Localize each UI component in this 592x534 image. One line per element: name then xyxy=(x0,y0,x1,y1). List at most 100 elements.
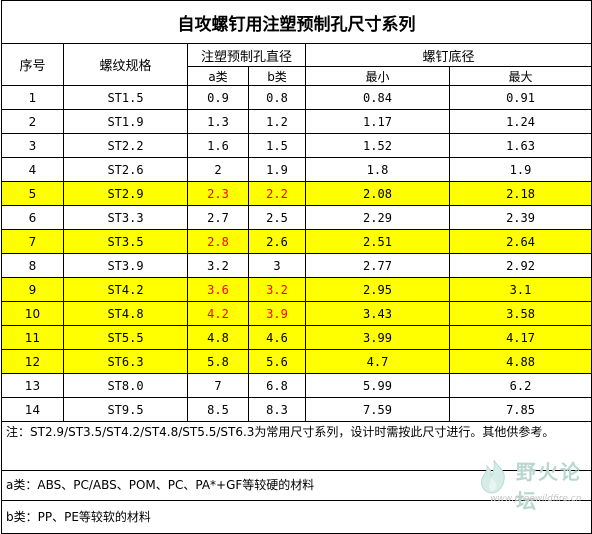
table-row: 11 ST5.5 4.8 4.6 3.99 4.17 xyxy=(1,325,592,350)
header-prehole-diameter: 注塑预制孔直径 xyxy=(187,43,306,67)
cell-root-min: 5.99 xyxy=(305,373,450,398)
forum-watermark: 野火论坛 www.proewildfire.cn xyxy=(472,454,590,513)
cell-index: 7 xyxy=(1,229,64,254)
cell-root-max: 7.85 xyxy=(448,397,592,422)
cell-thread-spec: ST4.8 xyxy=(63,301,188,326)
cell-root-max: 1.9 xyxy=(448,157,592,182)
cell-root-min: 1.52 xyxy=(305,133,450,158)
cell-type-a-diameter: 3.6 xyxy=(187,277,249,302)
cell-index: 6 xyxy=(1,205,64,230)
cell-type-b-diameter: 0.8 xyxy=(248,85,306,110)
header-type-b: b类 xyxy=(248,66,306,86)
cell-root-max: 2.18 xyxy=(448,181,592,206)
cell-root-max: 0.91 xyxy=(448,85,592,110)
cell-type-b-diameter: 6.8 xyxy=(248,373,306,398)
header-index: 序号 xyxy=(1,43,64,86)
cell-type-a-diameter: 2.7 xyxy=(187,205,249,230)
cell-root-max: 2.64 xyxy=(448,229,592,254)
cell-type-a-diameter: 2 xyxy=(187,157,249,182)
cell-root-min: 2.51 xyxy=(305,229,450,254)
header-min: 最小 xyxy=(305,66,450,86)
cell-type-a-diameter: 5.8 xyxy=(187,349,249,374)
cell-type-b-diameter: 2.2 xyxy=(248,181,306,206)
cell-index: 14 xyxy=(1,397,64,422)
watermark-url: www.proewildfire.cn xyxy=(490,494,582,504)
table-row: 13 ST8.0 7 6.8 5.99 6.2 xyxy=(1,373,592,398)
cell-type-b-diameter: 1.9 xyxy=(248,157,306,182)
cell-type-b-diameter: 3 xyxy=(248,253,306,278)
table-row: 10 ST4.8 4.2 3.9 3.43 3.58 xyxy=(1,301,592,326)
cell-root-min: 2.77 xyxy=(305,253,450,278)
cell-type-a-diameter: 1.3 xyxy=(187,109,249,134)
cell-root-min: 1.17 xyxy=(305,109,450,134)
cell-thread-spec: ST9.5 xyxy=(63,397,188,422)
cell-root-min: 3.99 xyxy=(305,325,450,350)
cell-root-min: 4.7 xyxy=(305,349,450,374)
cell-index: 5 xyxy=(1,181,64,206)
cell-root-max: 6.2 xyxy=(448,373,592,398)
cell-root-min: 7.59 xyxy=(305,397,450,422)
cell-type-a-diameter: 7 xyxy=(187,373,249,398)
cell-root-min: 2.95 xyxy=(305,277,450,302)
cell-index: 4 xyxy=(1,157,64,182)
cell-thread-spec: ST3.3 xyxy=(63,205,188,230)
cell-type-b-diameter: 1.2 xyxy=(248,109,306,134)
table-row: 4 ST2.6 2 1.9 1.8 1.9 xyxy=(1,157,592,182)
table-row: 2 ST1.9 1.3 1.2 1.17 1.24 xyxy=(1,109,592,134)
header-type-a: a类 xyxy=(187,66,249,86)
cell-thread-spec: ST3.9 xyxy=(63,253,188,278)
cell-thread-spec: ST4.2 xyxy=(63,277,188,302)
cell-type-a-diameter: 4.2 xyxy=(187,301,249,326)
watermark-title: 野火论坛 xyxy=(516,460,582,513)
table-title: 自攻螺钉用注塑预制孔尺寸系列 xyxy=(0,0,592,44)
cell-root-max: 4.17 xyxy=(448,325,592,350)
cell-type-a-diameter: 4.8 xyxy=(187,325,249,350)
cell-index: 8 xyxy=(1,253,64,278)
cell-type-b-diameter: 1.5 xyxy=(248,133,306,158)
cell-type-b-diameter: 3.9 xyxy=(248,301,306,326)
note-common-sizes: 注：ST2.9/ST3.5/ST4.2/ST4.8/ST5.5/ST6.3为常用… xyxy=(0,421,592,471)
table-row: 12 ST6.3 5.8 5.6 4.7 4.88 xyxy=(1,349,592,374)
cell-root-max: 3.58 xyxy=(448,301,592,326)
cell-type-a-diameter: 8.5 xyxy=(187,397,249,422)
cell-index: 3 xyxy=(1,133,64,158)
header-screw-root-diameter: 螺钉底径 xyxy=(304,43,592,67)
cell-type-a-diameter: 2.3 xyxy=(187,181,249,206)
flame-logo-icon xyxy=(481,459,505,494)
cell-root-max: 3.1 xyxy=(448,277,592,302)
cell-root-max: 2.92 xyxy=(448,253,592,278)
cell-thread-spec: ST2.6 xyxy=(63,157,188,182)
cell-thread-spec: ST6.3 xyxy=(63,349,188,374)
cell-root-max: 1.24 xyxy=(448,109,592,134)
header-max: 最大 xyxy=(448,66,592,86)
cell-thread-spec: ST1.9 xyxy=(63,109,188,134)
cell-root-max: 4.88 xyxy=(448,349,592,374)
cell-root-max: 2.39 xyxy=(448,205,592,230)
cell-index: 9 xyxy=(1,277,64,302)
cell-type-a-diameter: 1.6 xyxy=(187,133,249,158)
cell-type-a-diameter: 2.8 xyxy=(187,229,249,254)
table-row: 8 ST3.9 3.2 3 2.77 2.92 xyxy=(1,253,592,278)
cell-thread-spec: ST3.5 xyxy=(63,229,188,254)
cell-root-min: 2.29 xyxy=(305,205,450,230)
cell-index: 10 xyxy=(1,301,64,326)
cell-type-b-diameter: 3.2 xyxy=(248,277,306,302)
table-row: 14 ST9.5 8.5 8.3 7.59 7.85 xyxy=(1,397,592,422)
cell-root-min: 3.43 xyxy=(305,301,450,326)
cell-type-a-diameter: 0.9 xyxy=(187,85,249,110)
cell-type-a-diameter: 3.2 xyxy=(187,253,249,278)
cell-index: 12 xyxy=(1,349,64,374)
cell-thread-spec: ST2.9 xyxy=(63,181,188,206)
cell-thread-spec: ST5.5 xyxy=(63,325,188,350)
cell-type-b-diameter: 4.6 xyxy=(248,325,306,350)
cell-index: 1 xyxy=(1,85,64,110)
cell-root-min: 0.84 xyxy=(305,85,450,110)
cell-index: 11 xyxy=(1,325,64,350)
cell-type-b-diameter: 5.6 xyxy=(248,349,306,374)
cell-root-min: 2.08 xyxy=(305,181,450,206)
header-thread-spec: 螺纹规格 xyxy=(63,43,188,86)
cell-thread-spec: ST1.5 xyxy=(63,85,188,110)
cell-thread-spec: ST2.2 xyxy=(63,133,188,158)
cell-type-b-diameter: 2.6 xyxy=(248,229,306,254)
